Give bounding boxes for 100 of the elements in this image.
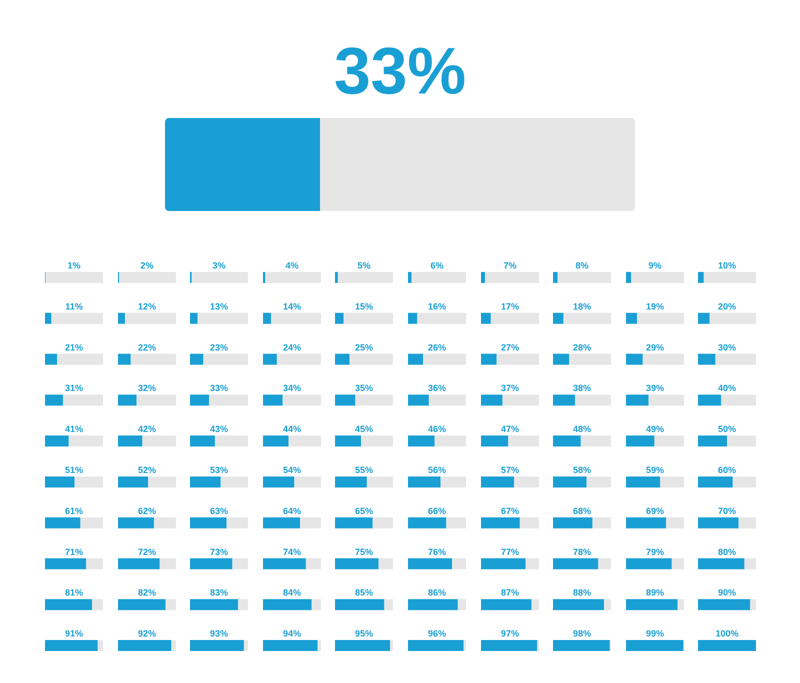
data-label: 26%: [428, 342, 446, 352]
data-label: 34%: [282, 383, 301, 394]
bar: [232, 558, 248, 570]
data-label: 89%: [646, 588, 664, 598]
bar: [51, 312, 103, 324]
bar: [317, 640, 321, 652]
data-label: 2%: [140, 260, 154, 270]
bar: [626, 312, 637, 324]
data-label: 41%: [64, 424, 84, 434]
bar: [190, 558, 233, 570]
bar: [68, 436, 103, 447]
bar: [373, 517, 394, 528]
bar: [677, 599, 684, 610]
bar: [294, 476, 321, 488]
data-label: 90%: [718, 588, 736, 598]
data-label: 82%: [138, 588, 156, 598]
bar: [170, 640, 176, 652]
bar: [46, 272, 103, 283]
bar: [262, 640, 318, 652]
bar: [564, 312, 612, 324]
bar: [74, 476, 103, 488]
bar: [722, 394, 756, 406]
bar: [262, 476, 294, 488]
bar: [262, 354, 277, 365]
bar: [553, 436, 582, 447]
data-label: 33%: [334, 34, 466, 108]
data-label: 43%: [210, 424, 228, 434]
data-label: 83%: [210, 588, 228, 598]
data-label: 51%: [64, 464, 84, 475]
data-label: 67%: [500, 506, 519, 516]
bar: [361, 436, 394, 447]
bar: [367, 476, 394, 488]
data-label: 36%: [428, 383, 446, 394]
data-label: 98%: [573, 628, 592, 639]
data-label: 88%: [573, 588, 592, 598]
bar: [220, 476, 248, 488]
data-label: 99%: [646, 628, 664, 639]
bar: [408, 558, 452, 570]
bar: [553, 272, 558, 283]
bar: [238, 599, 248, 610]
bar: [411, 272, 466, 283]
bar: [440, 476, 466, 488]
bar: [262, 517, 300, 528]
bar: [480, 436, 508, 447]
data-label: 86%: [428, 588, 446, 598]
bar: [604, 599, 612, 610]
bar: [586, 476, 612, 488]
bar: [698, 354, 716, 365]
bar: [265, 272, 321, 283]
data-label: 6%: [430, 260, 444, 270]
bar: [148, 476, 176, 488]
data-label: 93%: [210, 628, 228, 639]
data-label: 78%: [573, 546, 592, 557]
data-label: 8%: [576, 260, 589, 270]
bar: [159, 558, 176, 570]
bar: [408, 436, 435, 447]
data-label: 14%: [282, 301, 301, 312]
bar: [118, 640, 171, 652]
bar: [350, 354, 394, 365]
data-label: 79%: [646, 546, 664, 557]
bar: [335, 558, 379, 570]
bar: [262, 436, 288, 447]
data-label: 38%: [573, 383, 592, 394]
bar: [744, 558, 756, 570]
bar: [698, 476, 734, 488]
data-label: 47%: [500, 424, 519, 434]
bar: [118, 517, 154, 528]
bar: [423, 354, 466, 365]
bar: [118, 558, 160, 570]
data-label: 64%: [282, 506, 301, 516]
data-label: 4%: [285, 260, 298, 270]
bar: [335, 354, 350, 365]
data-label: 27%: [500, 342, 519, 352]
data-label: 24%: [282, 342, 301, 352]
data-label: 25%: [355, 342, 374, 352]
bar: [626, 558, 672, 570]
bar: [270, 312, 321, 324]
bar: [698, 312, 710, 324]
bar: [636, 312, 684, 324]
data-label: 40%: [718, 383, 736, 394]
data-label: 100%: [716, 628, 739, 639]
data-label: 58%: [573, 464, 592, 475]
data-label: 19%: [646, 301, 664, 312]
bar: [45, 558, 86, 570]
bar: [262, 272, 266, 283]
bar: [356, 394, 394, 406]
bar: [154, 517, 176, 528]
bar: [553, 394, 576, 406]
bar: [458, 599, 466, 610]
bar: [660, 476, 684, 488]
bar: [190, 640, 244, 652]
bar: [226, 517, 248, 528]
bar: [642, 354, 684, 365]
bar: [480, 517, 520, 528]
bar: [118, 354, 130, 365]
data-label: 91%: [64, 628, 84, 639]
data-label: 63%: [210, 506, 228, 516]
data-label: 28%: [573, 342, 592, 352]
bar: [390, 640, 394, 652]
bar: [626, 354, 643, 365]
